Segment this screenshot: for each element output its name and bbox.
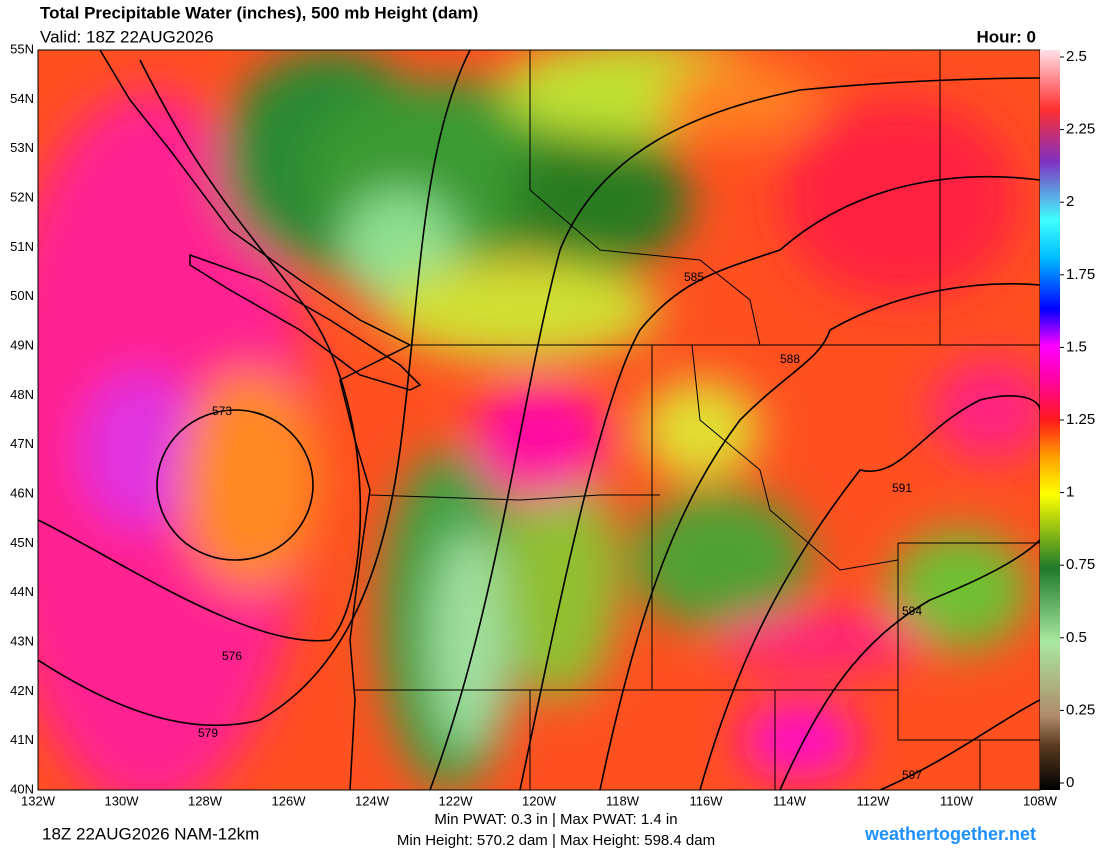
title: Total Precipitable Water (inches), 500 m…	[40, 3, 478, 22]
lon-label: 108W	[1023, 793, 1058, 808]
colorbar-label: 2.25	[1066, 121, 1095, 138]
contour-label: 579	[198, 726, 218, 740]
lon-label: 114W	[773, 793, 807, 808]
lon-label: 124W	[355, 793, 390, 808]
valid-time: Valid: 18Z 22AUG2026	[40, 27, 214, 46]
colorbar-label: 1.25	[1066, 411, 1095, 428]
colorbar-label: 0	[1066, 774, 1074, 791]
lon-label: 112W	[857, 793, 891, 808]
lon-label: 120W	[522, 793, 557, 808]
lat-label: 52N	[10, 189, 34, 204]
forecast-hour: Hour: 0	[977, 27, 1037, 46]
colorbar-label: 0.75	[1066, 556, 1095, 573]
colorbar-label: 0.25	[1066, 701, 1095, 718]
colorbar-label: 1.5	[1066, 338, 1087, 355]
lat-label: 49N	[10, 337, 34, 352]
colorbar	[1040, 50, 1060, 790]
contour-label: 594	[902, 604, 922, 618]
borders	[355, 50, 1040, 790]
model-run: 18Z 22AUG2026 NAM-12km	[42, 824, 259, 843]
lat-label: 54N	[10, 91, 34, 106]
lon-label: 118W	[606, 793, 640, 808]
lat-label: 40N	[10, 781, 34, 796]
lat-label: 42N	[10, 683, 34, 698]
contour-label: 588	[780, 352, 800, 366]
contour-label: 597	[902, 768, 922, 782]
pwat-range: Min PWAT: 0.3 in | Max PWAT: 1.4 in	[434, 811, 677, 828]
lon-label: 130W	[105, 793, 140, 808]
lon-label: 128W	[188, 793, 223, 808]
lat-label: 41N	[10, 732, 34, 747]
contour-label: 585	[684, 270, 704, 284]
colorbar-label: 2.5	[1066, 48, 1087, 65]
lat-label: 50N	[10, 288, 34, 303]
colorbar-label: 1	[1066, 484, 1074, 501]
lat-label: 45N	[10, 535, 34, 550]
colorbar-label: 0.5	[1066, 629, 1087, 646]
lat-label: 48N	[10, 387, 34, 402]
height-range: Min Height: 570.2 dam | Max Height: 598.…	[397, 832, 715, 849]
lon-label: 126W	[272, 793, 307, 808]
lat-label: 44N	[10, 584, 34, 599]
contour-label: 576	[222, 649, 242, 663]
lat-label: 43N	[10, 633, 34, 648]
lat-label: 51N	[10, 239, 34, 254]
lon-label: 116W	[690, 793, 724, 808]
lat-label: 53N	[10, 140, 34, 155]
pwat-field	[38, 50, 1040, 790]
contour-label: 573	[212, 404, 232, 418]
coastline	[99, 50, 422, 790]
lon-label: 122W	[439, 793, 474, 808]
colorbar-label: 2	[1066, 193, 1074, 210]
lon-label: 110W	[940, 793, 974, 808]
site-name: weathertogether.net	[864, 824, 1036, 844]
lat-label: 46N	[10, 485, 34, 500]
colorbar-label: 1.75	[1066, 266, 1095, 283]
lat-label: 55N	[10, 41, 34, 56]
lat-label: 47N	[10, 436, 34, 451]
lon-label: 132W	[21, 793, 56, 808]
contour-label: 591	[892, 481, 912, 495]
height-contours	[38, 50, 1040, 790]
